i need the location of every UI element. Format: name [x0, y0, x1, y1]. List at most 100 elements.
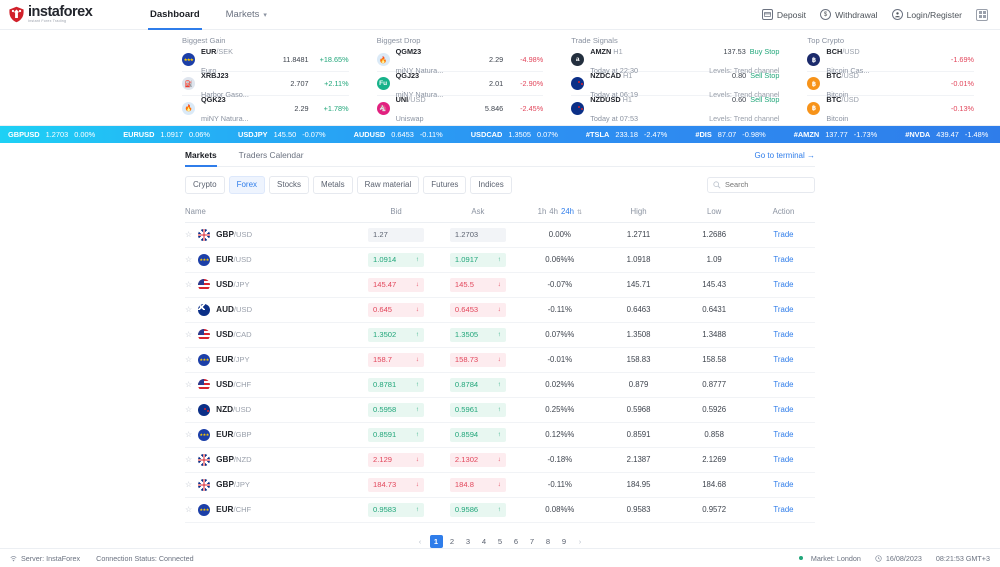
summary-row[interactable]: EUR/SEK Euro 11.8481 +18.65%: [182, 47, 349, 74]
favorite-star-icon[interactable]: ☆: [185, 304, 193, 314]
pagination-page[interactable]: 6: [513, 536, 519, 546]
col-bid[interactable]: Bid: [355, 202, 437, 223]
sort-arrows-icon[interactable]: ⇅: [577, 209, 583, 216]
trade-button[interactable]: Trade: [773, 380, 794, 390]
trade-button[interactable]: Trade: [773, 280, 794, 290]
col-low[interactable]: Low: [676, 202, 752, 223]
favorite-star-icon[interactable]: ☆: [185, 279, 193, 289]
trade-button[interactable]: Trade: [773, 230, 794, 240]
trade-button[interactable]: Trade: [773, 255, 794, 265]
table-row[interactable]: ☆ GBP/NZD 2.129 ↓ 2.1302 ↓ -0.18% 2.1387 2.1269 T…: [185, 447, 815, 473]
favorite-star-icon[interactable]: ☆: [185, 404, 193, 414]
col-change-timeframe[interactable]: 1h 4h 24h ⇅: [518, 202, 601, 223]
table-row[interactable]: ☆ NZD/USD 0.5958 ↑ 0.5961 ↑ 0.25%% 0.5968 0.5926…: [185, 397, 815, 423]
trade-button[interactable]: Trade: [773, 305, 794, 315]
cell-ask[interactable]: 1.0917 ↑: [436, 247, 519, 273]
trade-button[interactable]: Trade: [773, 455, 794, 465]
pagination-page[interactable]: 4: [481, 536, 487, 546]
summary-row[interactable]: 🔥 QGK23 miNY Natura... 2.29 +1.78%: [182, 95, 349, 123]
favorite-star-icon[interactable]: ☆: [185, 429, 193, 439]
cell-ask[interactable]: 0.8784 ↑: [436, 372, 519, 398]
cell-ask[interactable]: 1.3505 ↑: [436, 322, 519, 348]
table-row[interactable]: ☆ GBP/USD 1.27 1.2703 0.00% 1.2711 1.2686 Trade: [185, 222, 815, 248]
cell-bid[interactable]: 1.27: [355, 222, 437, 248]
col-high[interactable]: High: [600, 202, 677, 223]
go-to-terminal-link[interactable]: Go to terminal →: [754, 151, 815, 160]
timeframe-24h[interactable]: 24h: [560, 206, 574, 216]
favorite-star-icon[interactable]: ☆: [185, 329, 193, 339]
cell-bid[interactable]: 0.9583 ↑: [355, 497, 437, 523]
cell-ask[interactable]: 158.73 ↓: [436, 347, 519, 373]
trade-button[interactable]: Trade: [773, 505, 794, 515]
summary-row[interactable]: 🔥 QGM23 miNY Natura... 2.29 -4.98%: [376, 47, 544, 74]
cell-bid[interactable]: 0.5958 ↑: [355, 397, 437, 423]
summary-row[interactable]: ฿ BCH/USD Bitcoin Cas... -1.69%: [807, 47, 975, 74]
cell-bid[interactable]: 1.3502 ↑: [355, 322, 437, 348]
nav-item-markets[interactable]: Markets ▾: [226, 0, 267, 30]
deposit-button[interactable]: Deposit: [761, 9, 806, 20]
favorite-star-icon[interactable]: ☆: [185, 479, 193, 489]
search-box[interactable]: [707, 176, 815, 193]
summary-row[interactable]: ⛽ XRBJ23 Harbor Gaso... 2.707 +2.11%: [182, 71, 349, 98]
favorite-star-icon[interactable]: ☆: [185, 229, 193, 239]
pagination-next[interactable]: ›: [578, 536, 582, 546]
qr-code-icon[interactable]: [976, 8, 988, 21]
filter-futures[interactable]: Futures: [423, 176, 467, 194]
cell-bid[interactable]: 1.0914 ↑: [355, 247, 437, 273]
cell-bid[interactable]: 0.645 ↓: [355, 297, 437, 323]
favorite-star-icon[interactable]: ☆: [185, 454, 193, 464]
cell-ask[interactable]: 145.5 ↓: [436, 272, 519, 298]
cell-ask[interactable]: 0.8594 ↑: [436, 422, 519, 448]
summary-row[interactable]: a AMZN H1 Today at 22:30 137.53 Buy Stop …: [571, 47, 780, 74]
cell-bid[interactable]: 145.47 ↓: [355, 272, 437, 298]
col-ask[interactable]: Ask: [436, 202, 519, 223]
cell-ask[interactable]: 184.8 ↓: [436, 472, 519, 498]
ticker-item[interactable]: AUDUSD 0.6453 -0.11%: [354, 130, 443, 139]
ticker-item[interactable]: USDCAD 1.3505 0.07%: [471, 130, 558, 139]
login-register-button[interactable]: Login/Register: [891, 9, 962, 20]
favorite-star-icon[interactable]: ☆: [185, 379, 193, 389]
pagination-page[interactable]: 5: [497, 536, 503, 546]
ticker-item[interactable]: #DIS 87.07 -0.98%: [695, 130, 765, 139]
timeframe-1h[interactable]: 1h: [537, 206, 547, 216]
cell-ask[interactable]: 0.6453 ↓: [436, 297, 519, 323]
pagination-page[interactable]: 2: [449, 536, 455, 546]
table-row[interactable]: ☆ USD/CHF 0.8781 ↑ 0.8784 ↑ 0.02%% 0.879 0.8777 T…: [185, 372, 815, 398]
filter-stocks[interactable]: Stocks: [269, 176, 310, 194]
trade-button[interactable]: Trade: [773, 330, 794, 340]
filter-metals[interactable]: Metals: [313, 176, 353, 194]
filter-indices[interactable]: Indices: [470, 176, 512, 194]
cell-bid[interactable]: 0.8591 ↑: [355, 422, 437, 448]
trade-button[interactable]: Trade: [773, 355, 794, 365]
cell-bid[interactable]: 0.8781 ↑: [355, 372, 437, 398]
pagination-page[interactable]: 9: [561, 536, 567, 546]
summary-row[interactable]: ฿ BTC/USD Bitcoin -0.13%: [807, 95, 974, 123]
withdrawal-button[interactable]: $ Withdrawal: [820, 9, 878, 20]
cell-ask[interactable]: 0.5961 ↑: [436, 397, 519, 423]
price-ticker-bar[interactable]: GBPUSD 1.2703 0.00% EURUSD 1.0917 0.06% USDJPY…: [0, 126, 1000, 143]
summary-row[interactable]: Fu QGJ23 miNY Natura... 2.01 -2.90%: [376, 71, 544, 98]
ticker-item[interactable]: #NVDA 439.47 -1.48%: [905, 130, 988, 139]
col-name[interactable]: Name: [185, 202, 356, 223]
summary-row[interactable]: NZDCAD H1 Today at 06:19 0.80 Sell Stop L…: [571, 71, 780, 98]
ticker-item[interactable]: #AMZN 137.77 -1.73%: [794, 130, 878, 139]
favorite-star-icon[interactable]: ☆: [185, 354, 193, 364]
summary-row[interactable]: ฿ BTC/USD Bitcoin -0.01%: [807, 71, 975, 98]
tab-traders-calendar[interactable]: Traders Calendar: [239, 150, 304, 166]
cell-ask[interactable]: 2.1302 ↓: [436, 447, 519, 473]
trade-button[interactable]: Trade: [773, 430, 794, 440]
cell-ask[interactable]: 1.2703: [436, 222, 519, 248]
table-row[interactable]: ☆ GBP/JPY 184.73 ↓ 184.8 ↓ -0.11% 184.95 184.68 T…: [185, 472, 815, 498]
nav-item-dashboard[interactable]: Dashboard: [148, 0, 202, 30]
cell-bid[interactable]: 184.73 ↓: [355, 472, 437, 498]
cell-ask[interactable]: 0.9586 ↑: [436, 497, 519, 523]
filter-forex[interactable]: Forex: [228, 176, 266, 194]
filter-raw-material[interactable]: Raw material: [356, 176, 420, 194]
summary-row[interactable]: 🦄 UNI/USD Uniswap 5.846 -2.45%: [376, 95, 543, 123]
favorite-star-icon[interactable]: ☆: [185, 504, 193, 514]
table-row[interactable]: ☆ USD/CAD 1.3502 ↑ 1.3505 ↑ 0.07%% 1.3508 1.3488…: [185, 322, 815, 348]
ticker-item[interactable]: #TSLA 233.18 -2.47%: [586, 130, 667, 139]
ticker-item[interactable]: EURUSD 1.0917 0.06%: [123, 130, 210, 139]
